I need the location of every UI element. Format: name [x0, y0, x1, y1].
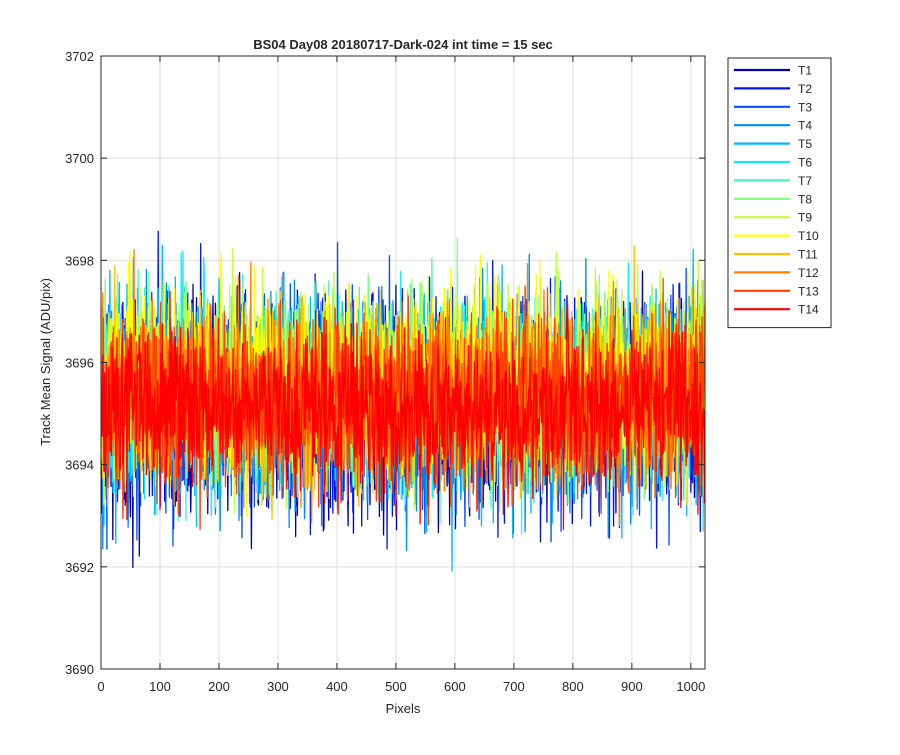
- legend-label: T4: [798, 119, 812, 133]
- legend-label: T2: [798, 82, 812, 96]
- x-tick-label: 200: [208, 679, 230, 694]
- chart-title: BS04 Day08 20180717-Dark-024 int time = …: [253, 37, 553, 52]
- y-tick-label: 3698: [65, 253, 94, 268]
- x-tick-label: 400: [326, 679, 348, 694]
- legend-label: T3: [798, 100, 812, 114]
- x-tick-label: 700: [503, 679, 525, 694]
- x-tick-label: 500: [385, 679, 407, 694]
- legend-label: T5: [798, 137, 812, 151]
- y-axis-label: Track Mean Signal (ADU/pix): [38, 278, 53, 446]
- y-tick-label: 3694: [65, 458, 94, 473]
- legend-label: T12: [798, 266, 819, 280]
- legend-box: [727, 57, 832, 329]
- legend-label: T10: [798, 229, 819, 243]
- legend-label: T13: [798, 284, 819, 298]
- series-line-t14: [101, 290, 705, 530]
- y-tick-label: 3690: [65, 662, 94, 677]
- y-tick-label: 3692: [65, 560, 94, 575]
- legend-label: T6: [798, 156, 812, 170]
- legend-label: T9: [798, 211, 812, 225]
- legend-label: T8: [798, 192, 812, 206]
- legend-label: T7: [798, 174, 812, 188]
- x-tick-label: 800: [562, 679, 584, 694]
- x-tick-label: 600: [444, 679, 466, 694]
- legend-label: T11: [798, 248, 818, 262]
- x-tick-label: 300: [267, 679, 289, 694]
- x-tick-label: 0: [97, 679, 104, 694]
- ticks: 0 100 200 300 400 500 600 700 800 900 1000 3690 3692…: [65, 49, 705, 694]
- y-tick-label: 3700: [65, 151, 94, 166]
- legend-label: T1: [798, 64, 812, 78]
- legend: T1 T2 T3 T4 T5 T6 T7 T8 T9 T10 T11 T12 T13 T14: [727, 57, 832, 329]
- x-tick-label: 100: [149, 679, 171, 694]
- x-tick-label: 900: [621, 679, 643, 694]
- legend-label: T14: [798, 303, 819, 317]
- y-tick-label: 3696: [65, 356, 94, 371]
- x-tick-label: 1000: [676, 679, 705, 694]
- y-tick-label: 3702: [65, 49, 94, 64]
- x-axis-label: Pixels: [386, 701, 421, 716]
- series-layer: [101, 230, 705, 572]
